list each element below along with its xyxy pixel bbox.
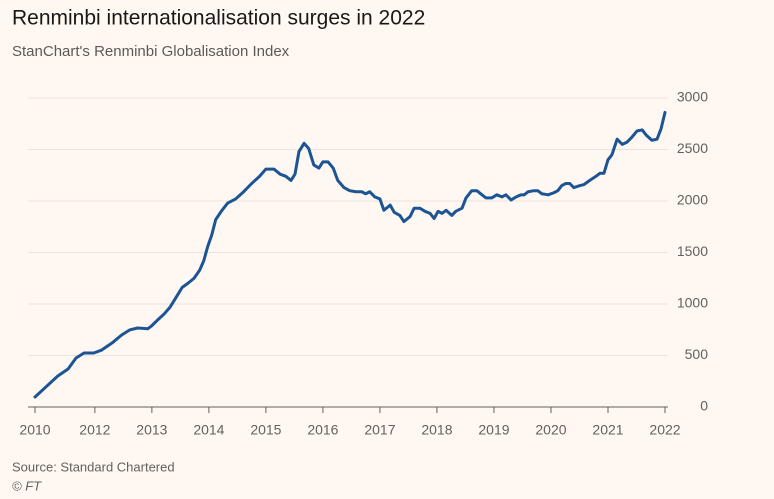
x-tick-label: 2010 — [19, 422, 50, 438]
y-tick-label: 0 — [700, 398, 708, 414]
source: Source: Standard Chartered — [12, 459, 175, 474]
y-tick-label: 3000 — [677, 89, 708, 105]
index-line — [33, 110, 667, 399]
y-tick-label: 2000 — [677, 192, 708, 208]
x-tick-label: 2012 — [79, 422, 110, 438]
y-tick-label: 1000 — [677, 295, 708, 311]
x-tick-label: 2016 — [307, 422, 338, 438]
y-tick-label: 500 — [685, 346, 709, 362]
x-tick-label: 2021 — [592, 422, 623, 438]
x-tick-label: 2014 — [193, 422, 224, 438]
x-tick-label: 2013 — [136, 422, 167, 438]
credit: © FT — [12, 478, 42, 493]
x-tick-label: 2015 — [250, 422, 281, 438]
x-tick-label: 2019 — [478, 422, 509, 438]
x-tick-label: 2017 — [364, 422, 395, 438]
chart-title: Renminbi internationalisation surges in … — [12, 7, 425, 30]
y-tick-label: 1500 — [677, 243, 708, 259]
y-tick-label: 2500 — [677, 140, 708, 156]
x-tick-label: 2022 — [649, 422, 680, 438]
x-tick-label: 2020 — [535, 422, 566, 438]
chart-subtitle: StanChart's Renminbi Globalisation Index — [12, 43, 290, 60]
x-tick-label: 2018 — [421, 422, 452, 438]
